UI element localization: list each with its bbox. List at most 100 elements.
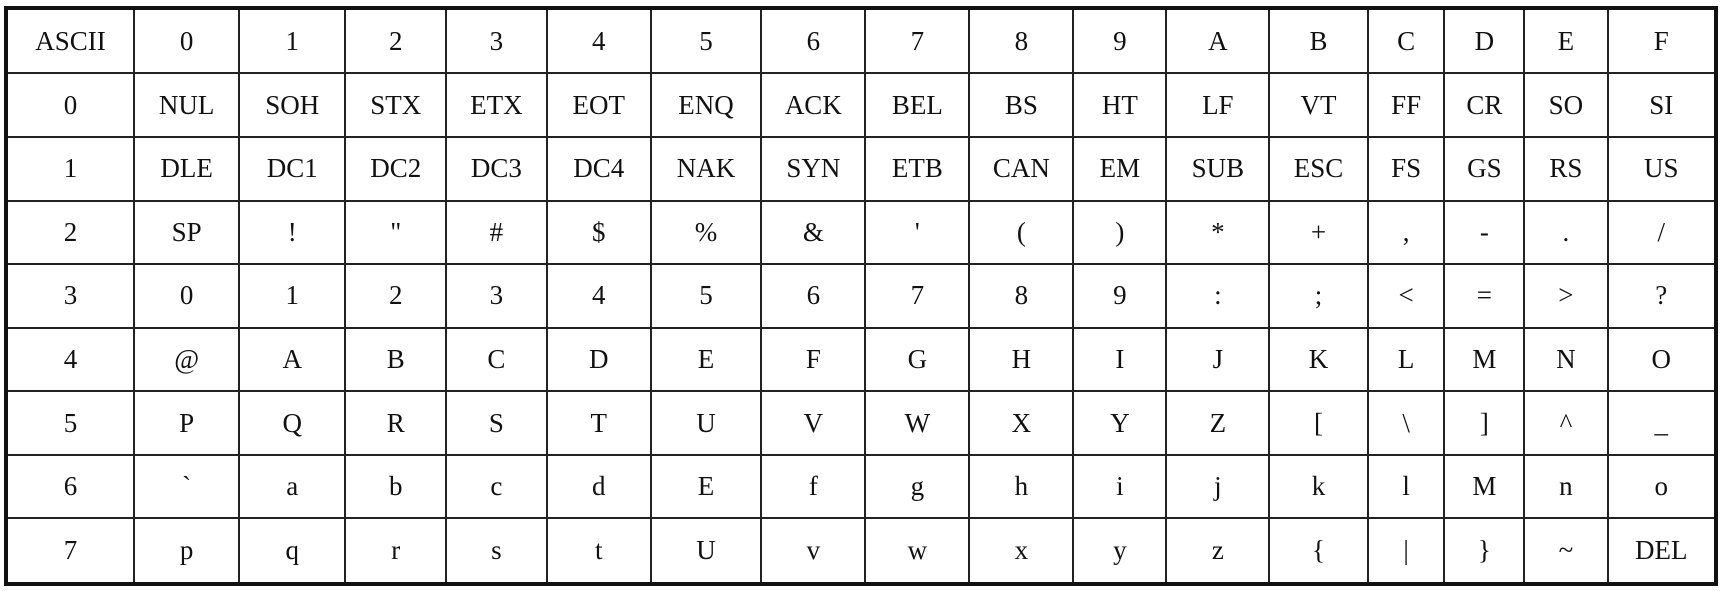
table-cell: 4 <box>545 263 652 329</box>
table-cell: l <box>1366 453 1446 520</box>
table-cell: ~ <box>1523 517 1609 585</box>
table-cell: Z <box>1165 390 1271 456</box>
table-row: 2 SP! " # $% & '() * +, -. / <box>4 199 1718 266</box>
ascii-table: ASCII 0 1 2 3 4 5 6 7 8 9 A B C D E F 0 NUL SOH STX ETX EOT ENQ… <box>4 6 1718 586</box>
table-cell: ' <box>864 199 971 266</box>
table-cell: FF <box>1366 72 1446 139</box>
table-cell: 0 <box>133 263 241 329</box>
column-header: B <box>1268 6 1369 75</box>
table-cell: U <box>649 517 763 585</box>
row-header: 4 <box>4 326 136 393</box>
table-cell: DC2 <box>344 136 448 202</box>
column-header: 8 <box>968 6 1075 75</box>
table-cell: NAK <box>649 136 763 202</box>
table-cell: g <box>864 453 971 520</box>
column-header: A <box>1165 6 1271 75</box>
table-cell: H <box>968 326 1075 393</box>
table-cell: - <box>1443 199 1526 266</box>
table-cell: t <box>545 517 652 585</box>
table-cell: F <box>760 326 867 393</box>
table-cell: r <box>344 517 448 585</box>
table-cell: > <box>1523 263 1609 329</box>
table-cell: f <box>760 453 867 520</box>
table-cell: n <box>1523 453 1609 520</box>
table-cell: s <box>445 517 548 585</box>
table-cell: E <box>649 326 763 393</box>
table-cell: q <box>238 517 347 585</box>
table-cell: 5 <box>649 263 763 329</box>
table-cell: * <box>1165 199 1271 266</box>
table-cell: EM <box>1072 136 1168 202</box>
table-cell: BS <box>968 72 1075 139</box>
table-cell: { <box>1268 517 1369 585</box>
table-cell: M <box>1443 326 1526 393</box>
table-cell: STX <box>344 72 448 139</box>
table-cell: v <box>760 517 867 585</box>
row-header: 7 <box>4 517 136 585</box>
table-cell: : <box>1165 263 1271 329</box>
table-cell: W <box>864 390 971 456</box>
table-cell: ACK <box>760 72 867 139</box>
table-cell: % <box>649 199 763 266</box>
table-cell: SP <box>133 199 241 266</box>
table-cell: A <box>238 326 347 393</box>
table-cell: N <box>1523 326 1609 393</box>
table-cell: ; <box>1268 263 1369 329</box>
table-cell: SUB <box>1165 136 1271 202</box>
table-cell: DC1 <box>238 136 347 202</box>
table-cell: VT <box>1268 72 1369 139</box>
table-cell: < <box>1366 263 1446 329</box>
table-cell: # <box>445 199 548 266</box>
table-cell: K <box>1268 326 1369 393</box>
table-cell: B <box>344 326 448 393</box>
column-header: C <box>1366 6 1446 75</box>
table-cell: ? <box>1606 263 1718 329</box>
table-cell: y <box>1072 517 1168 585</box>
table-cell: US <box>1606 136 1718 202</box>
table-cell: T <box>545 390 652 456</box>
table-cell: Y <box>1072 390 1168 456</box>
table-cell: DC3 <box>445 136 548 202</box>
table-cell: " <box>344 199 448 266</box>
row-header: 1 <box>4 136 136 202</box>
table-cell: c <box>445 453 548 520</box>
table-cell: ETB <box>864 136 971 202</box>
table-cell: & <box>760 199 867 266</box>
table-cell: I <box>1072 326 1168 393</box>
table-cell: \ <box>1366 390 1446 456</box>
table-cell: 3 <box>445 263 548 329</box>
column-header: 4 <box>545 6 652 75</box>
table-cell: M <box>1443 453 1526 520</box>
column-header: 0 <box>133 6 241 75</box>
table-cell: . <box>1523 199 1609 266</box>
table-row: 4 @ A B C D E F G H I J K L M N O <box>4 326 1718 393</box>
table-cell: FS <box>1366 136 1446 202</box>
column-header: 3 <box>445 6 548 75</box>
table-cell: ! <box>238 199 347 266</box>
table-cell: DEL <box>1606 517 1718 585</box>
table-cell: ESC <box>1268 136 1369 202</box>
column-header: D <box>1443 6 1526 75</box>
column-header: 5 <box>649 6 763 75</box>
table-cell: k <box>1268 453 1369 520</box>
table-cell: ` <box>133 453 241 520</box>
table-cell: G <box>864 326 971 393</box>
table-cell: SYN <box>760 136 867 202</box>
table-cell: 1 <box>238 263 347 329</box>
table-cell: ( <box>968 199 1075 266</box>
table-cell: SOH <box>238 72 347 139</box>
table-cell: , <box>1366 199 1446 266</box>
table-cell: D <box>545 326 652 393</box>
table-cell: o <box>1606 453 1718 520</box>
column-header: 2 <box>344 6 448 75</box>
table-cell: d <box>545 453 652 520</box>
column-header: 6 <box>760 6 867 75</box>
table-cell: j <box>1165 453 1271 520</box>
table-cell: O <box>1606 326 1718 393</box>
table-cell: 9 <box>1072 263 1168 329</box>
table-cell: p <box>133 517 241 585</box>
table-cell: $ <box>545 199 652 266</box>
row-header: 3 <box>4 263 136 329</box>
table-cell: | <box>1366 517 1446 585</box>
table-cell: 2 <box>344 263 448 329</box>
